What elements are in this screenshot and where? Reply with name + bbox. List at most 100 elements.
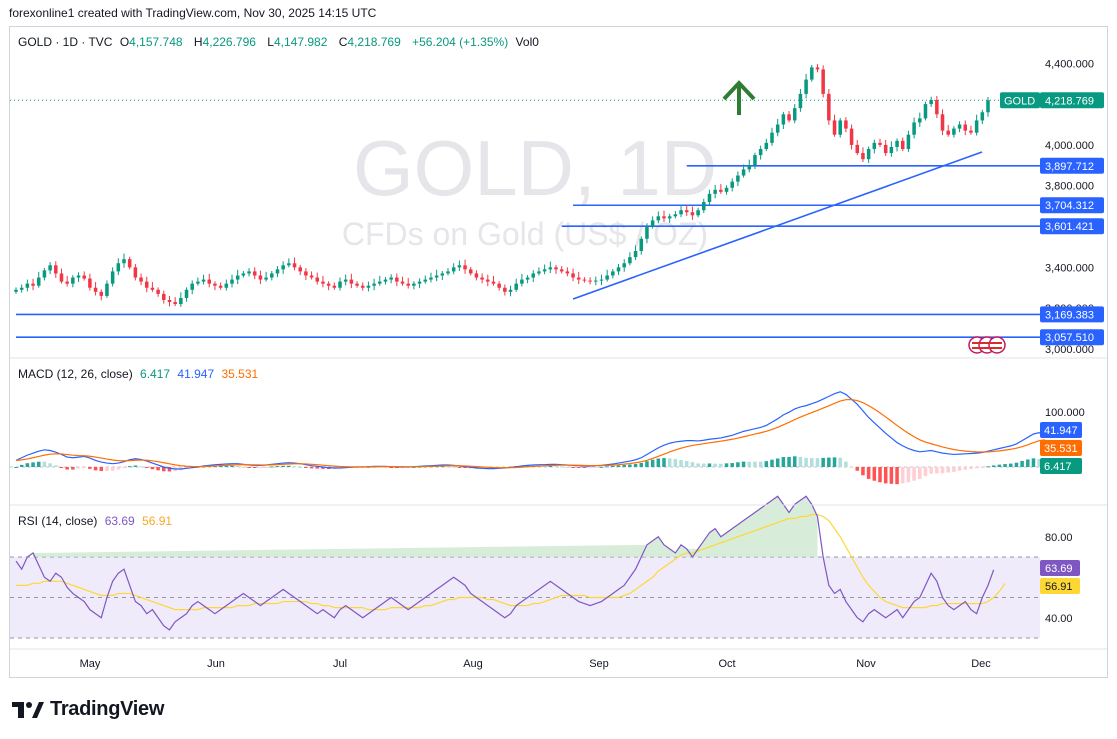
macd-histogram-bar — [93, 467, 98, 471]
legend-volume: Vol0 — [515, 35, 539, 49]
rsi-line — [15, 495, 995, 631]
rsi-value-tag-bg — [1040, 560, 1080, 576]
macd-histogram-bar — [99, 467, 104, 471]
macd-histogram-bar — [616, 465, 621, 467]
macd-histogram-bar — [554, 466, 558, 468]
macd-histogram-bar — [76, 467, 81, 469]
candle-body — [349, 279, 354, 284]
chart-canvas[interactable]: GOLD, 1D CFDs on Gold (US$ / OZ) 100.000… — [10, 27, 1107, 677]
macd-histogram-bar — [815, 458, 820, 467]
candle-body — [326, 283, 331, 286]
candle-body — [31, 283, 35, 286]
macd-histogram-bar — [707, 463, 712, 467]
watermark-title: GOLD, 1D — [353, 124, 717, 212]
macd-legend[interactable]: MACD (12, 26, close) 6.417 41.947 35.531 — [18, 367, 262, 381]
macd-histogram-bar — [747, 461, 752, 467]
macd-histogram-bar — [440, 466, 445, 468]
candle-body — [775, 124, 780, 133]
candle-body — [173, 302, 177, 305]
candle-body — [287, 263, 291, 266]
macd-histogram-bar — [775, 458, 780, 467]
candle-body — [764, 142, 769, 149]
price-tick-label: 4,000.000 — [1045, 140, 1094, 152]
macd-value-tag-bg — [1040, 458, 1082, 474]
rsi-legend-v1: 63.69 — [104, 514, 135, 528]
macd-histogram-bar — [946, 467, 950, 473]
time-axis-label: Jun — [207, 658, 225, 670]
macd-histogram-bar — [667, 458, 672, 467]
candle-body — [258, 275, 263, 280]
macd-histogram-bar — [14, 467, 18, 468]
macd-histogram-bar — [258, 467, 263, 468]
macd-histogram-bar — [810, 458, 814, 467]
candle-body — [872, 142, 877, 149]
rsi-tick-label: 40.00 — [1045, 613, 1073, 625]
candle-body — [281, 265, 285, 270]
macd-histogram-bar — [25, 463, 30, 467]
legend-open: 4,157.748 — [129, 35, 183, 49]
macd-histogram-bar — [571, 467, 575, 468]
tradingview-logo[interactable]: TradingView — [12, 698, 164, 721]
trendline[interactable] — [572, 151, 983, 300]
candle-body — [582, 279, 587, 281]
candle-body — [952, 128, 956, 135]
macd-histogram-bar — [542, 465, 547, 467]
macd-histogram-bar — [895, 467, 899, 485]
time-axis-label: May — [80, 658, 101, 670]
macd-signal-line — [15, 399, 1045, 469]
candle-body — [827, 93, 831, 121]
macd-histogram-bar — [878, 467, 882, 483]
candle-body — [525, 277, 530, 280]
macd-histogram-bar — [304, 467, 308, 468]
candle-body — [440, 273, 445, 276]
candle-body — [520, 279, 524, 284]
macd-histogram-bar — [957, 467, 962, 471]
candle-body — [832, 120, 837, 135]
macd-value-tag-bg — [1040, 422, 1082, 438]
price-tick-label: 3,000.000 — [1045, 344, 1094, 356]
candle-body — [122, 259, 126, 264]
macd-histogram-bar — [838, 457, 842, 467]
legend-symbol[interactable]: GOLD · 1D · TVC — [18, 35, 113, 49]
candle-body — [815, 67, 820, 70]
candle-body — [355, 283, 359, 286]
macd-histogram-bar — [457, 467, 462, 468]
candle-body — [338, 281, 342, 288]
candle-body — [747, 165, 752, 170]
events-flags-icon[interactable] — [968, 336, 1006, 354]
legend-l-label: L — [267, 35, 274, 49]
macd-histogram-bar — [252, 467, 257, 468]
macd-histogram-bar — [906, 467, 911, 483]
candle-body — [207, 279, 212, 284]
candle-body — [406, 283, 410, 286]
level-price-tag: 3,897.712 — [1045, 161, 1094, 173]
rsi-overbought-fill — [33, 496, 818, 557]
macd-histogram-bar — [162, 467, 166, 472]
macd-histogram-bar — [588, 467, 592, 468]
candle-body — [201, 279, 206, 282]
up-arrow-icon — [722, 80, 756, 115]
macd-histogram-bar — [622, 464, 626, 467]
candle-body — [650, 220, 655, 227]
candle-body — [196, 281, 200, 284]
candle-body — [736, 175, 740, 182]
rsi-value-tag: 63.69 — [1045, 563, 1073, 575]
macd-histogram-bar — [71, 467, 75, 470]
candle-body — [980, 112, 985, 121]
macd-histogram-bar — [889, 467, 894, 484]
macd-histogram-bar — [218, 465, 223, 467]
macd-histogram-bar — [952, 467, 956, 472]
legend-c-label: C — [338, 35, 348, 49]
macd-histogram-bar — [315, 467, 320, 469]
price-pane — [10, 64, 1040, 339]
rsi-legend[interactable]: RSI (14, close) 63.69 56.91 — [18, 514, 176, 528]
macd-histogram-bar — [65, 467, 69, 470]
rsi-legend-v2: 56.91 — [142, 514, 173, 528]
macd-histogram-bar — [713, 463, 717, 467]
candle-body — [957, 124, 962, 129]
candle-body — [605, 275, 609, 280]
level-price-tag: 3,169.383 — [1045, 309, 1094, 321]
candle-body — [179, 297, 183, 305]
macd-histogram-bar — [150, 467, 155, 470]
macd-histogram-bar — [1003, 464, 1007, 467]
